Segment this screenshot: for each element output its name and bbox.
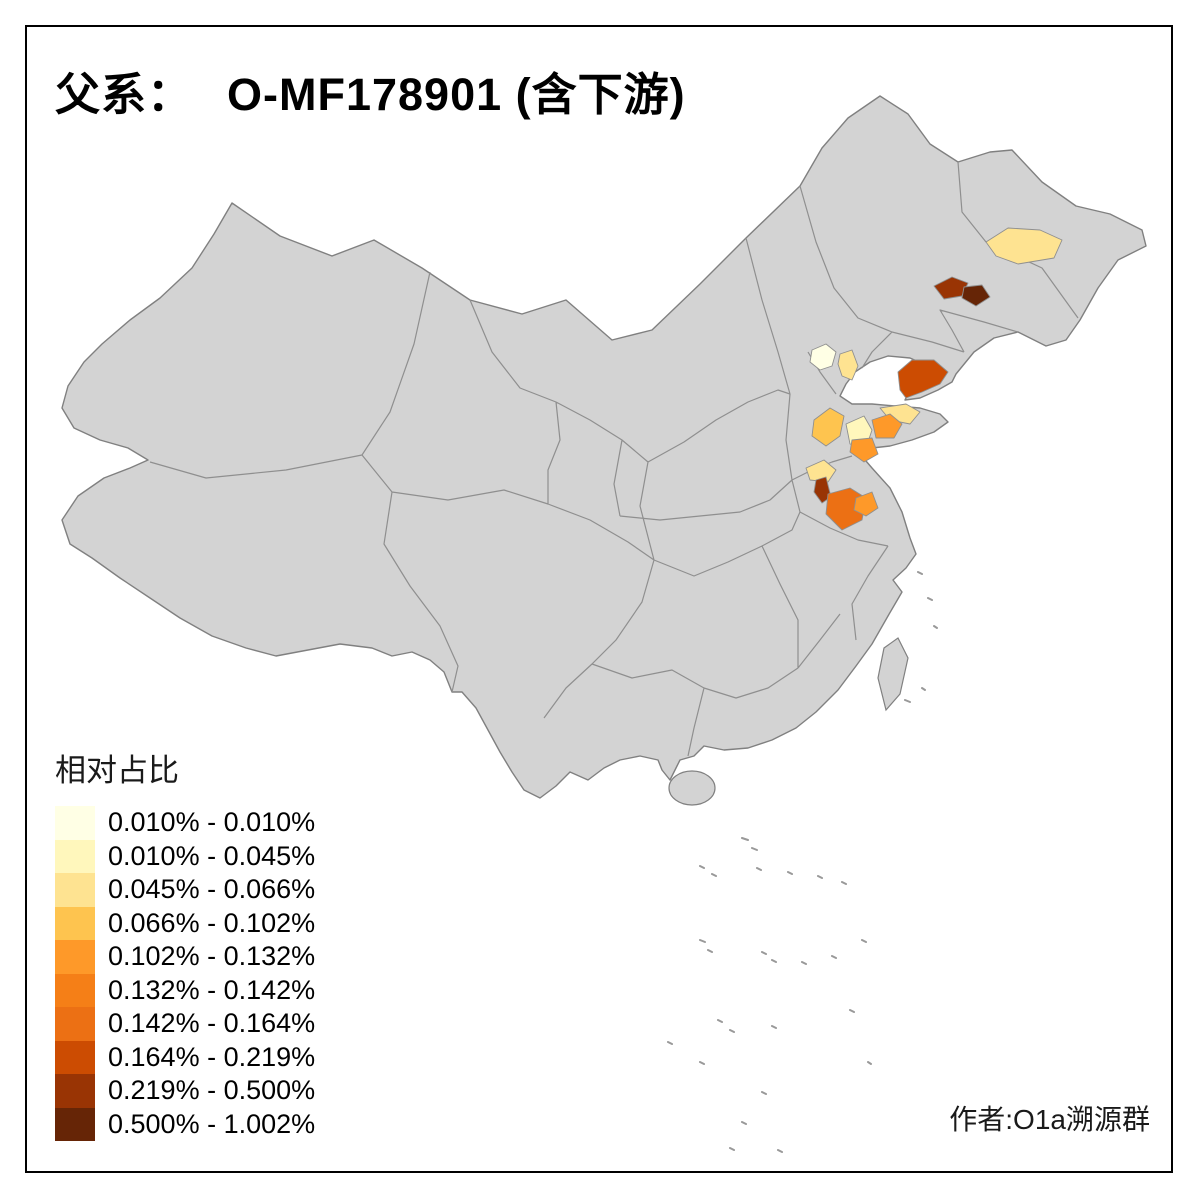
page-title: 父系： O-MF178901 (含下游) — [55, 58, 686, 123]
hainan-island — [668, 770, 716, 806]
legend-row: 0.066% - 0.102% — [55, 906, 316, 940]
legend-swatch — [55, 1040, 95, 1074]
map-region — [853, 491, 879, 517]
legend-row: 0.164% - 0.219% — [55, 1040, 316, 1074]
map-region — [871, 413, 903, 439]
china-mainland-shape — [61, 95, 1147, 799]
map-region — [961, 284, 991, 307]
map-region — [809, 343, 837, 371]
legend-row: 0.219% - 0.500% — [55, 1074, 315, 1108]
legend-row: 0.142% - 0.164% — [55, 1007, 315, 1041]
map-region — [837, 349, 859, 381]
legend-swatch — [55, 973, 95, 1007]
legend-label: 0.132% - 0.142% — [108, 974, 316, 1005]
title-prefix: 父系： — [55, 69, 194, 120]
legend-swatch — [55, 940, 95, 974]
map-region — [805, 459, 837, 483]
author-credit: 作者:O1a溯源群 — [949, 1104, 1150, 1135]
legend-row: 0.102% - 0.132% — [55, 940, 315, 974]
legend-swatch — [55, 906, 95, 940]
legend-label: 0.010% - 0.010% — [108, 807, 316, 838]
taiwan-island — [877, 637, 909, 712]
map-region — [813, 476, 832, 504]
small-islands — [667, 571, 938, 1153]
title-main: O-MF178901 (含下游) — [227, 69, 686, 120]
province-borders — [149, 161, 1079, 757]
map-region — [811, 407, 845, 447]
legend: 相对占比 0.010% - 0.010% 0.010% - 0.045% 0.0… — [55, 745, 315, 1141]
legend-label: 0.142% - 0.164% — [108, 1008, 316, 1039]
legend-row: 0.010% - 0.045% — [55, 839, 316, 873]
map-region — [897, 359, 949, 399]
legend-label: 0.219% - 0.500% — [108, 1075, 316, 1106]
legend-label: 0.164% - 0.219% — [108, 1041, 316, 1072]
legend-swatch — [55, 1007, 95, 1041]
legend-swatch — [55, 806, 95, 840]
legend-swatch — [55, 839, 95, 873]
map-region — [985, 227, 1063, 265]
legend-label: 0.102% - 0.132% — [108, 941, 316, 972]
legend-swatch — [55, 1107, 95, 1141]
legend-row: 0.500% - 1.002% — [55, 1107, 316, 1141]
legend-swatch — [55, 873, 95, 907]
legend-label: 0.010% - 0.045% — [108, 840, 316, 871]
legend-label: 0.066% - 0.102% — [108, 907, 316, 938]
choropleth-regions — [805, 227, 1063, 531]
legend-row: 0.045% - 0.066% — [55, 873, 315, 907]
legend-row: 0.132% - 0.142% — [55, 973, 316, 1007]
legend-row: 0.010% - 0.010% — [55, 806, 315, 840]
legend-label: 0.045% - 0.066% — [108, 874, 316, 905]
legend-title: 相对占比 — [55, 753, 179, 788]
legend-label: 0.500% - 1.002% — [108, 1108, 316, 1139]
map-region — [849, 437, 879, 463]
legend-swatch — [55, 1074, 95, 1108]
